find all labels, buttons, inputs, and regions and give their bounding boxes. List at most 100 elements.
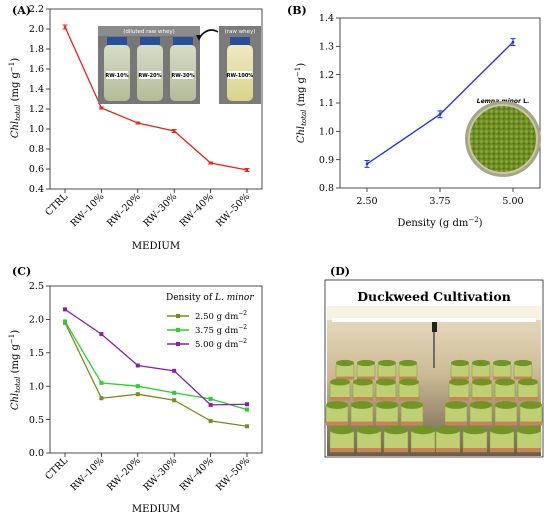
jar-duckweed bbox=[330, 378, 350, 386]
jar-band bbox=[376, 421, 398, 426]
a-y-tick-label: 1.2 bbox=[29, 104, 44, 115]
a-y-tick-label: 0.4 bbox=[29, 184, 44, 195]
panel-c-series bbox=[63, 307, 249, 429]
jar-band bbox=[401, 421, 423, 426]
c-data-point bbox=[245, 407, 249, 412]
c-data-point bbox=[172, 398, 177, 403]
panel-b: (B) 0.8 0.9 1.0 1.1 1.2 1.3 1.4 2.50 3.75 5.00 D… bbox=[287, 4, 541, 229]
c-x-tick-label: RW–50% bbox=[214, 455, 252, 493]
jar-band bbox=[376, 397, 396, 401]
c-series-line-2 bbox=[64, 308, 248, 406]
panel-b-y-ticks: 0.8 0.9 1.0 1.1 1.2 1.3 1.4 bbox=[319, 13, 340, 194]
a-x-tick-label: RW–30% bbox=[141, 191, 179, 229]
jar-duckweed bbox=[470, 401, 492, 409]
jar-duckweed bbox=[357, 425, 381, 435]
jar-band bbox=[399, 376, 417, 380]
jar-duckweed bbox=[399, 359, 417, 367]
c-data-point bbox=[208, 418, 213, 423]
jar-duckweed bbox=[376, 401, 398, 409]
b-x-tick-label: 2.50 bbox=[356, 196, 377, 207]
a-data-point bbox=[209, 161, 212, 165]
a-y-tick-label: 1.4 bbox=[29, 84, 44, 95]
jar-band bbox=[449, 397, 469, 401]
panel-d: (D) Duckweed Cultivation bbox=[324, 265, 544, 458]
legend-label-2: 5.00 g dm−2 bbox=[195, 338, 247, 350]
c-data-point bbox=[63, 307, 67, 312]
jar-band bbox=[495, 421, 517, 426]
panel-c-label: (C) bbox=[12, 265, 31, 278]
panel-a-y-ticks: 0.4 0.6 0.8 1.0 1.2 1.4 1.6 1.8 2.0 2.2 bbox=[29, 4, 50, 195]
duckweed-photo bbox=[325, 306, 543, 456]
jar-band bbox=[470, 421, 492, 426]
c-data-point bbox=[245, 424, 249, 429]
b-y-tick-label: 1.4 bbox=[319, 13, 334, 24]
c-x-tick-label: RW–10% bbox=[69, 455, 107, 493]
c-data-point bbox=[172, 390, 177, 395]
a-data-point bbox=[63, 25, 67, 29]
jar-band bbox=[514, 376, 532, 380]
bottle-label-4: RW-100% bbox=[227, 73, 254, 79]
a-y-tick-label: 0.8 bbox=[29, 144, 44, 155]
a-x-tick-label: RW–10% bbox=[69, 191, 107, 229]
c-y-tick-label: 2.5 bbox=[29, 281, 44, 292]
jar-band bbox=[472, 376, 490, 380]
duckweed-mat bbox=[469, 105, 537, 173]
b-y-tick-label: 1.0 bbox=[319, 127, 334, 138]
jar-duckweed bbox=[411, 425, 435, 435]
a-x-tick-label: RW–50% bbox=[214, 191, 252, 229]
jar-band bbox=[351, 421, 373, 426]
jar-duckweed bbox=[472, 378, 492, 386]
panel-b-y-label: Chltotal (mg g−1) bbox=[294, 63, 308, 143]
panel-a-series bbox=[62, 24, 250, 172]
c-x-tick-label: RW–30% bbox=[141, 455, 179, 493]
jar-duckweed bbox=[520, 401, 542, 409]
jar-band bbox=[330, 448, 354, 453]
a-y-tick-label: 0.6 bbox=[29, 164, 44, 175]
c-data-point bbox=[172, 368, 177, 373]
inset-caption-diluted: (diluted raw whey) bbox=[123, 29, 175, 35]
a-x-tick-label: RW–40% bbox=[178, 191, 216, 229]
panel-c-frame bbox=[49, 285, 263, 454]
jar-duckweed bbox=[445, 401, 467, 409]
c-data-point bbox=[135, 392, 140, 397]
panel-a-label: (A) bbox=[12, 4, 31, 17]
c-y-tick-label: 1.0 bbox=[29, 381, 44, 392]
b-y-tick-label: 1.2 bbox=[319, 70, 334, 81]
a-data-point bbox=[136, 121, 140, 125]
b-y-tick-label: 0.8 bbox=[319, 183, 334, 194]
legend-marker-2 bbox=[176, 342, 180, 346]
b-data-point bbox=[365, 162, 369, 166]
bottle-2 bbox=[137, 37, 163, 101]
jar-band bbox=[518, 397, 538, 401]
jar-band bbox=[445, 421, 467, 426]
jar-band bbox=[493, 376, 511, 380]
jar-band bbox=[490, 448, 514, 453]
a-y-tick-label: 2.2 bbox=[29, 4, 44, 15]
inset-arrow-head bbox=[196, 35, 202, 41]
panel-b-inset-photo: Lemna minor L. bbox=[465, 98, 541, 177]
jar-duckweed bbox=[384, 425, 408, 435]
c-data-point bbox=[99, 380, 104, 385]
inset-arrow bbox=[198, 29, 219, 39]
c-x-tick-label: CTRL bbox=[43, 455, 70, 482]
duckweed-photo-title: Duckweed Cultivation bbox=[357, 289, 511, 304]
jar-band bbox=[378, 376, 396, 380]
b-x-tick-label: 3.75 bbox=[429, 196, 450, 207]
c-x-tick-label: RW–20% bbox=[105, 455, 143, 493]
panel-c-y-label: Chltotal (mg g−1) bbox=[8, 330, 22, 410]
panel-b-x-ticks: 2.50 3.75 5.00 bbox=[356, 188, 524, 207]
bottle-label-1: RW-10% bbox=[105, 73, 128, 79]
c-x-tick-label: RW–40% bbox=[178, 455, 216, 493]
jar-duckweed bbox=[449, 378, 469, 386]
jar-duckweed bbox=[490, 425, 514, 435]
jar-duckweed bbox=[495, 401, 517, 409]
legend-label-0: 2.50 g dm−2 bbox=[195, 310, 247, 322]
jar-duckweed bbox=[399, 378, 419, 386]
jar-band bbox=[411, 448, 435, 453]
jar-band bbox=[384, 448, 408, 453]
b-x-tick-label: 5.00 bbox=[502, 196, 523, 207]
a-y-tick-label: 1.6 bbox=[29, 64, 44, 75]
jar-band bbox=[357, 448, 381, 453]
bottle-3 bbox=[170, 37, 196, 101]
